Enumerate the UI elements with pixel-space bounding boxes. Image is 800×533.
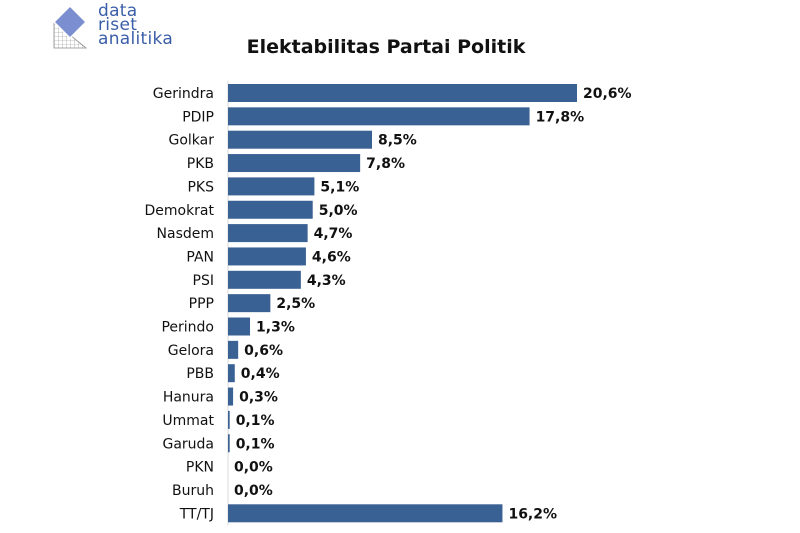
category-label: Golkar bbox=[169, 133, 215, 149]
bar bbox=[228, 270, 301, 289]
value-label: 16,2% bbox=[508, 506, 557, 522]
value-label: 20,6% bbox=[583, 86, 632, 102]
logo-wordmark: data riset analitika bbox=[98, 1, 174, 49]
value-label: 4,3% bbox=[307, 273, 346, 289]
bar bbox=[228, 224, 308, 243]
value-label: 17,8% bbox=[536, 109, 585, 125]
category-label: PKB bbox=[187, 156, 214, 172]
logo-line-3: analitika bbox=[98, 29, 174, 49]
bar bbox=[228, 317, 251, 336]
category-label: PDIP bbox=[182, 109, 214, 125]
value-label: 0,3% bbox=[239, 390, 278, 406]
category-label: PPP bbox=[189, 296, 214, 312]
bar bbox=[228, 247, 306, 266]
category-label: PKS bbox=[187, 179, 214, 195]
value-label: 7,8% bbox=[366, 156, 405, 172]
category-label: Nasdem bbox=[157, 226, 214, 242]
value-label: 5,0% bbox=[319, 203, 358, 219]
category-label: PKN bbox=[186, 460, 214, 476]
bar bbox=[228, 84, 577, 102]
bar bbox=[228, 154, 361, 173]
bar bbox=[228, 177, 315, 196]
bar bbox=[228, 130, 373, 149]
value-label: 8,5% bbox=[378, 133, 417, 149]
category-label: TT/TJ bbox=[179, 506, 214, 522]
value-label: 2,5% bbox=[276, 296, 315, 312]
category-label: PSI bbox=[193, 273, 214, 289]
category-label: Perindo bbox=[161, 320, 214, 336]
bar bbox=[228, 410, 230, 429]
bar bbox=[228, 340, 239, 359]
logo-line-2: riset bbox=[98, 15, 138, 35]
value-label: 4,7% bbox=[314, 226, 353, 242]
bar bbox=[228, 364, 235, 383]
category-label: Ummat bbox=[162, 413, 214, 429]
category-label: Hanura bbox=[163, 390, 214, 406]
bar bbox=[228, 387, 234, 406]
value-label: 0,6% bbox=[244, 343, 283, 359]
bar bbox=[228, 200, 313, 219]
chart-title: Elektabilitas Partai Politik bbox=[246, 36, 526, 58]
value-label: 0,4% bbox=[241, 366, 280, 382]
grid-diamond-logo-icon bbox=[52, 4, 88, 49]
value-label: 1,3% bbox=[256, 320, 295, 336]
category-label: Gelora bbox=[168, 343, 214, 359]
bar bbox=[228, 107, 530, 126]
category-label: PAN bbox=[186, 249, 214, 265]
bar bbox=[228, 294, 271, 313]
value-label: 0,0% bbox=[234, 483, 273, 499]
value-label: 0,1% bbox=[236, 413, 275, 429]
category-label: Demokrat bbox=[144, 203, 214, 219]
logo-line-1: data bbox=[98, 1, 138, 21]
bar bbox=[228, 434, 230, 453]
bar bbox=[228, 504, 503, 523]
value-label: 5,1% bbox=[320, 179, 359, 195]
category-label: Garuda bbox=[162, 436, 214, 452]
value-label: 4,6% bbox=[312, 249, 351, 265]
category-label: Gerindra bbox=[153, 86, 214, 102]
category-label: PBB bbox=[186, 366, 214, 382]
value-label: 0,1% bbox=[236, 436, 275, 452]
category-label: Buruh bbox=[172, 483, 214, 499]
logo: data riset analitika bbox=[50, 1, 190, 52]
value-label: 0,0% bbox=[234, 460, 273, 476]
chart-title-wrap: Elektabilitas Partai Politik bbox=[0, 36, 800, 58]
